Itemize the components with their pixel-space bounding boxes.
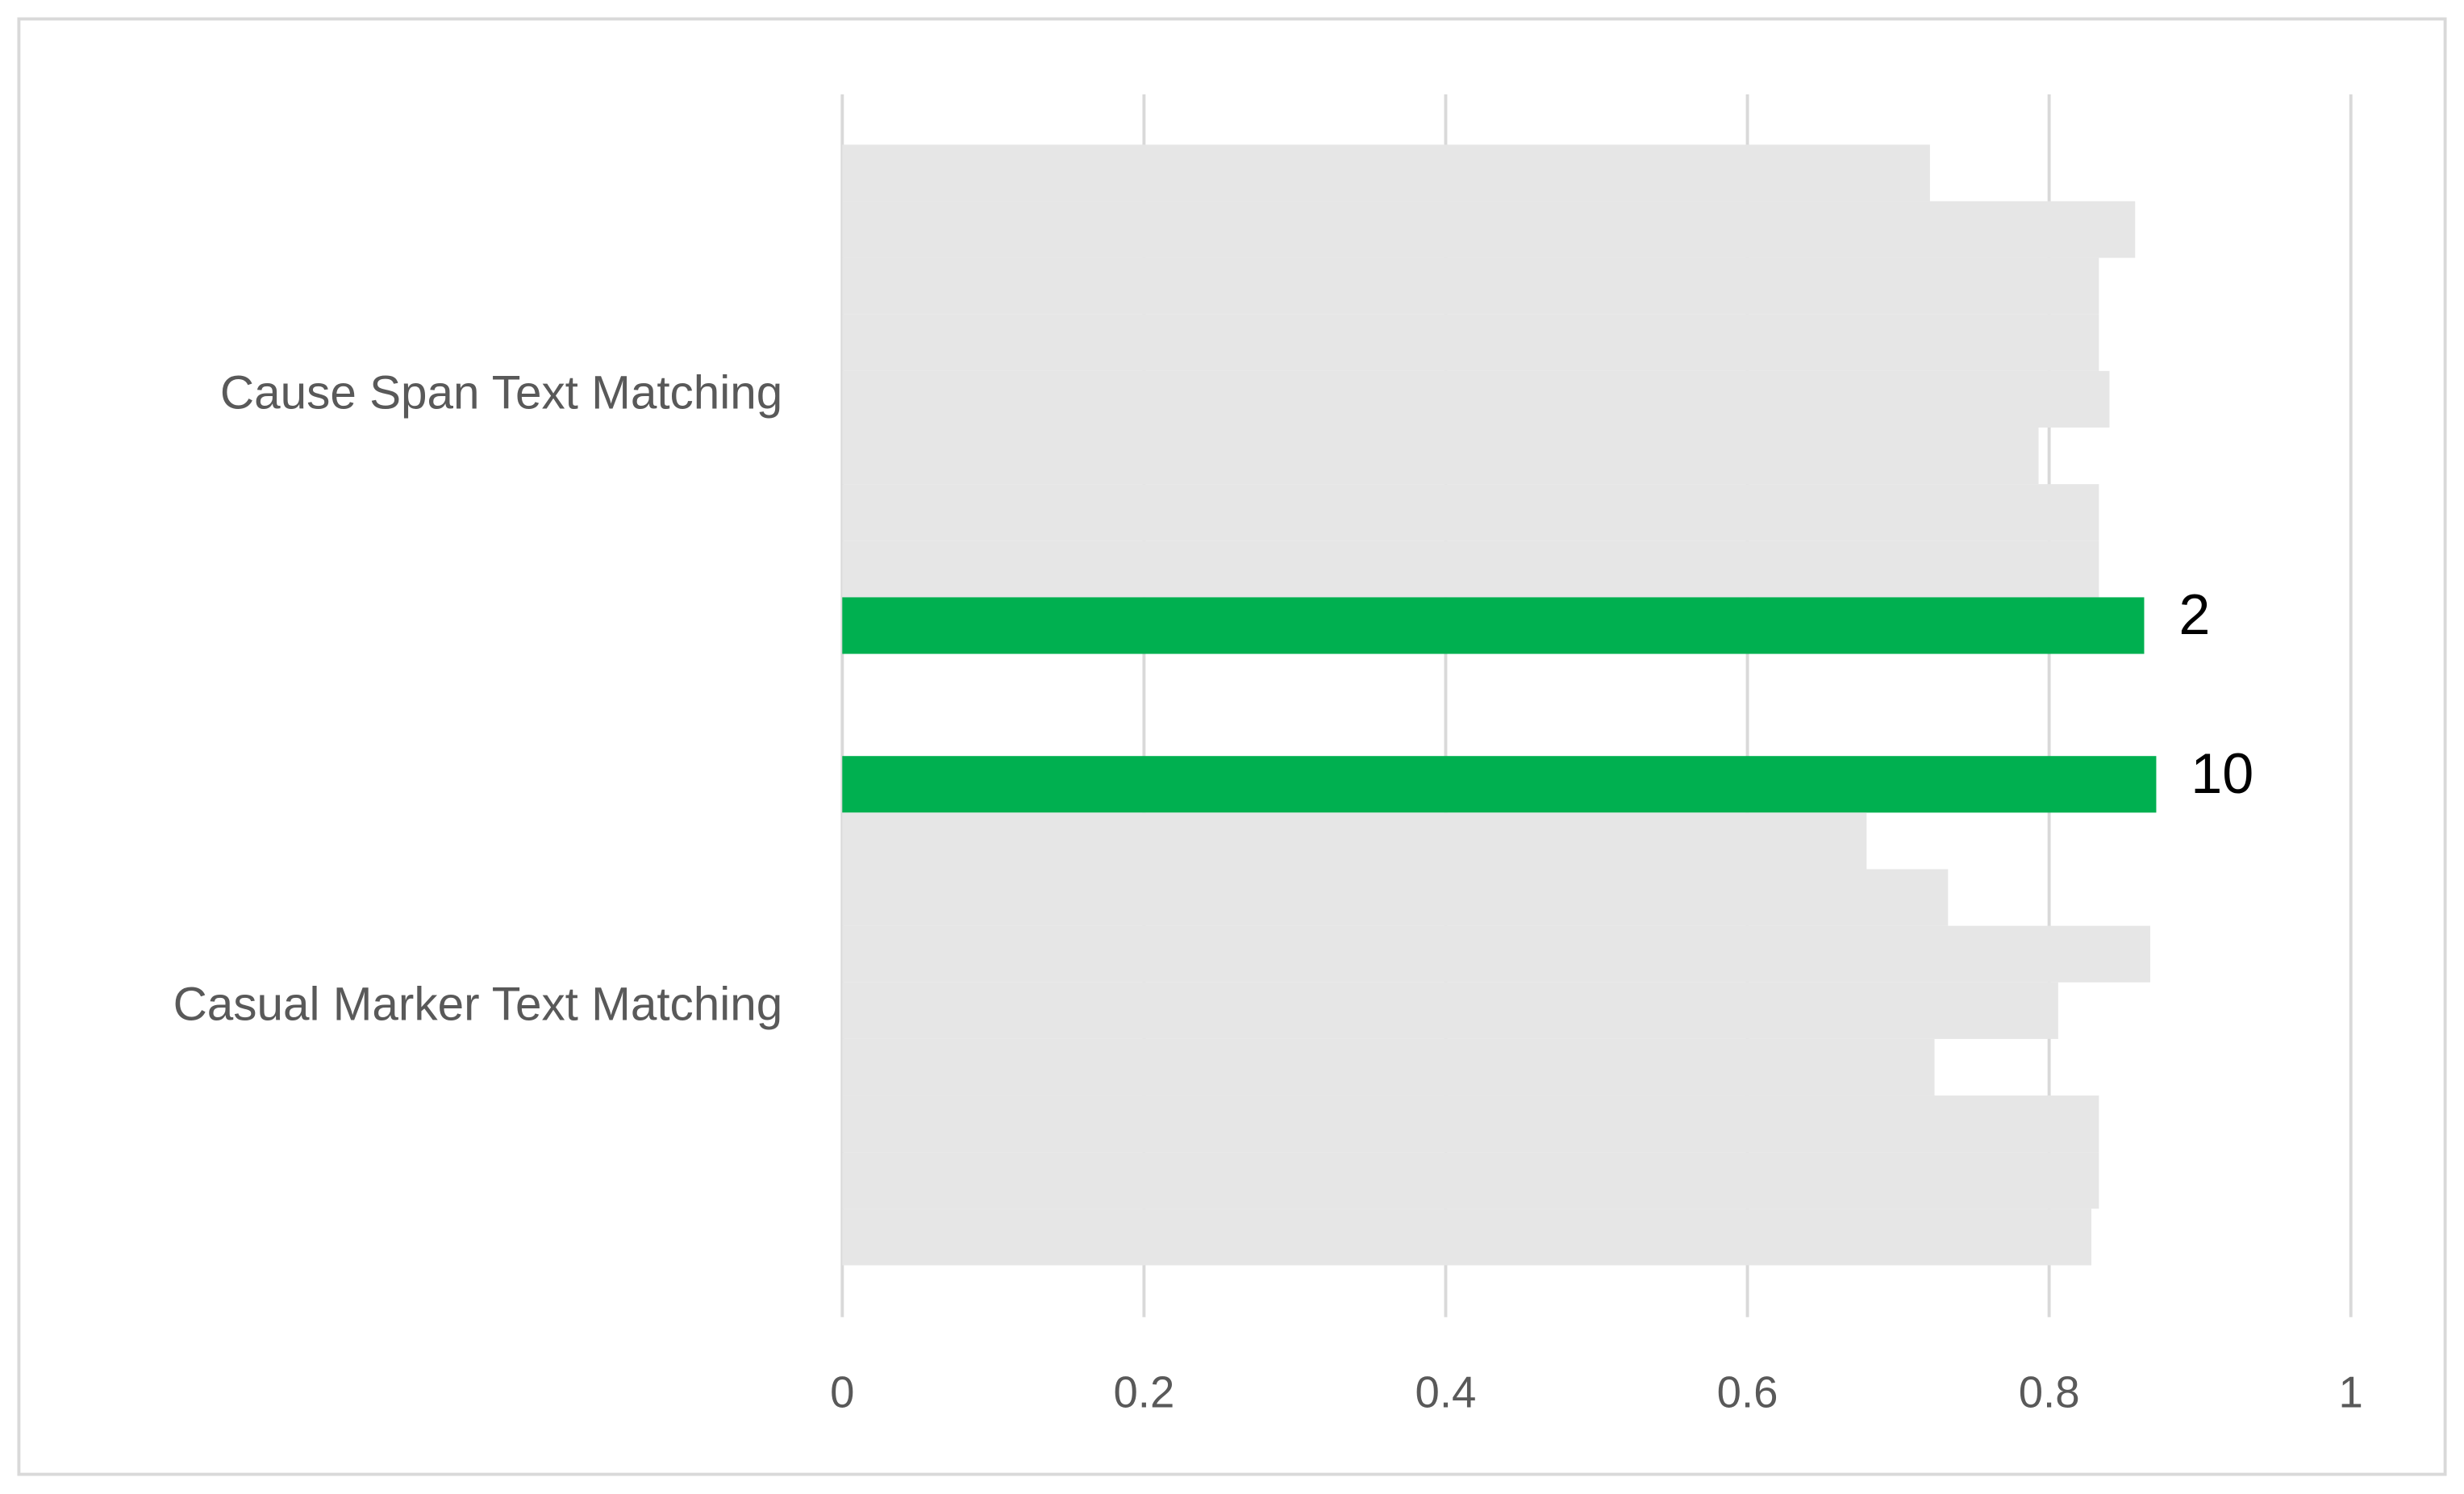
highlight-bar: [842, 756, 2157, 813]
bar: [842, 201, 2136, 258]
bar: [842, 1038, 1935, 1096]
bar-label: 2: [2178, 583, 2210, 646]
x-tick-label: 0.4: [1415, 1368, 1477, 1417]
bar: [842, 925, 2150, 983]
bar: [842, 1152, 2099, 1209]
bar: [842, 1095, 2099, 1153]
bar: [842, 484, 2099, 541]
bar: [842, 257, 2099, 315]
bar: [842, 314, 2099, 371]
bar: [842, 427, 2039, 485]
category-label: Cause Span Text Matching: [220, 366, 782, 419]
bar: [842, 370, 2110, 428]
x-tick-label: 0: [830, 1368, 854, 1417]
bar: [842, 869, 1949, 926]
bar: [842, 144, 1930, 202]
x-tick-label: 1: [2339, 1368, 2363, 1417]
x-tick-label: 0.6: [1717, 1368, 1778, 1417]
bar: [842, 982, 2058, 1039]
bar-label: 10: [2191, 742, 2253, 805]
highlight-bar: [842, 597, 2145, 654]
x-tick-label: 0.2: [1113, 1368, 1174, 1417]
bar: [842, 540, 2099, 598]
bar: [842, 812, 1867, 870]
x-tick-label: 0.8: [2019, 1368, 2080, 1417]
bar: [842, 1208, 2092, 1266]
category-label: Casual Marker Text Matching: [173, 978, 783, 1030]
